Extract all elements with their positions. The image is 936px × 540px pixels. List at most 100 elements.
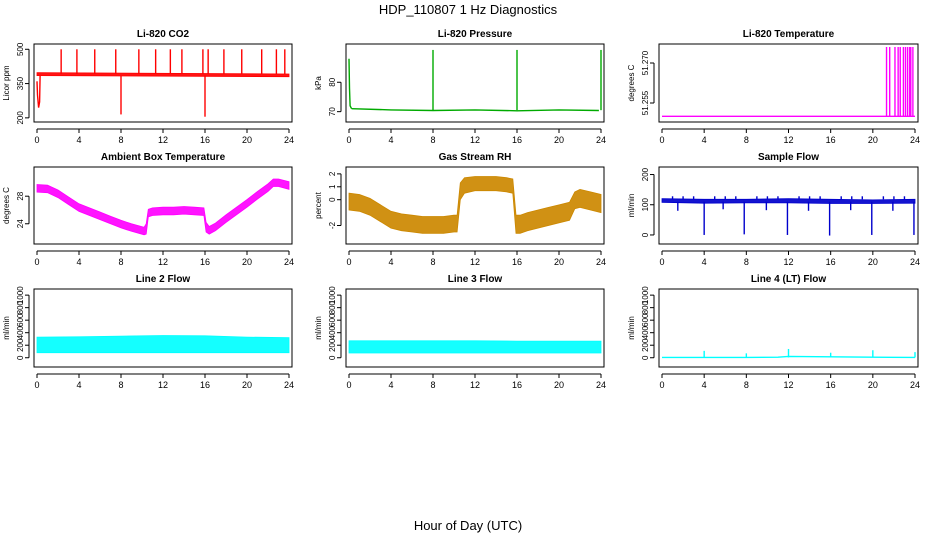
data-layer [36,49,290,117]
x-tick-label: 12 [783,380,793,390]
y-tick-label: 51.270 [641,50,650,75]
series-line-baseline [351,108,599,112]
x-tick-label: 0 [34,257,39,267]
x-axis-title: Hour of Day (UTC) [413,518,523,533]
x-tick-label: 0 [346,380,351,390]
x-tick-label: 12 [470,380,480,390]
plot-frame [33,288,293,368]
y-axis-label: degrees C [2,187,11,224]
data-layer [662,47,915,117]
panel-title: Line 4 (LT) Flow [751,274,827,285]
x-tick-label: 20 [242,135,252,145]
x-tick-label: 24 [596,380,606,390]
series-band-flow [661,198,916,204]
x-tick-label: 0 [346,135,351,145]
y-axis-label: degrees C [627,64,636,101]
plot-frame [33,43,293,123]
x-tick-label: 4 [76,380,81,390]
x-tick-label: 16 [512,135,522,145]
y-axis-label: ml/min [314,316,323,340]
x-tick-label: 12 [470,135,480,145]
x-tick-label: 8 [744,257,749,267]
x-tick-label: 8 [118,380,123,390]
panel-title: Li-820 Pressure [438,29,513,40]
panel-title: Li-820 Temperature [743,29,835,40]
plot-frame [658,288,919,368]
y-tick-label: 0 [641,355,650,360]
x-tick-label: 16 [200,135,210,145]
y-tick-label: 800 [16,300,25,314]
y-tick-label: 24 [16,219,25,228]
data-layer [36,335,290,354]
y-tick-label: 400 [328,325,337,339]
x-tick-label: 24 [284,380,294,390]
x-tick-label: 16 [200,380,210,390]
data-layer [348,49,602,112]
y-tick-label: 70 [328,107,337,116]
plot-frame [658,43,919,123]
y-tick-label: 2 [328,171,337,176]
plot-frame [658,166,919,245]
x-tick-label: 12 [470,257,480,267]
x-tick-label: 0 [34,380,39,390]
y-tick-label: 400 [16,325,25,339]
x-tick-label: 12 [783,257,793,267]
x-tick-label: 20 [554,257,564,267]
y-tick-label: 400 [641,325,650,339]
y-axis-label: ml/min [627,316,636,340]
x-tick-label: 20 [868,380,878,390]
y-tick-label: 80 [328,77,337,86]
x-tick-label: 16 [200,257,210,267]
x-tick-label: 24 [910,257,920,267]
x-tick-label: 16 [512,257,522,267]
x-tick-label: 12 [158,257,168,267]
y-tick-label: 0 [641,232,650,237]
x-tick-label: 4 [702,380,707,390]
plot-frame [345,43,605,123]
x-tick-label: 16 [826,135,836,145]
x-tick-label: 4 [702,257,707,267]
x-tick-label: 8 [744,380,749,390]
y-tick-label: 1000 [16,286,25,304]
chart-panel-4: Ambient Box Temperature 0 4 8 12 16 20 24 24 28 de… [2,152,294,267]
y-tick-label: 200 [641,338,650,352]
y-tick-label: 800 [641,300,650,314]
y-tick-label: 51.255 [641,90,650,115]
y-tick-label: 500 [16,42,25,56]
y-tick-label: 100 [641,198,650,212]
x-tick-label: 8 [118,135,123,145]
x-tick-label: 8 [430,257,435,267]
y-axis-label: Licor ppm [2,65,11,100]
x-tick-label: 24 [596,257,606,267]
x-tick-label: 0 [34,135,39,145]
x-tick-label: 0 [659,380,664,390]
x-tick-label: 24 [596,135,606,145]
y-tick-label: 0 [328,197,337,202]
x-tick-label: 20 [554,135,564,145]
plot-frame [345,166,605,245]
series-band-flow [36,335,290,354]
x-tick-label: 8 [430,135,435,145]
y-tick-label: 200 [16,338,25,352]
x-tick-label: 12 [783,135,793,145]
x-tick-label: 12 [158,380,168,390]
x-tick-label: 16 [512,380,522,390]
x-tick-label: 4 [76,257,81,267]
x-tick-label: 20 [242,380,252,390]
x-tick-label: 24 [910,380,920,390]
chart-panel-6: Sample Flow 0 4 8 12 16 20 24 0 100 200 ml/min [627,152,920,267]
x-tick-label: 20 [868,257,878,267]
series-line-start [348,58,353,110]
x-tick-label: 0 [346,257,351,267]
x-tick-label: 20 [554,380,564,390]
data-layer [348,176,602,234]
y-axis-label: ml/min [2,316,11,340]
x-tick-label: 24 [284,135,294,145]
y-axis-label: kPa [314,76,323,90]
x-tick-label: 8 [118,257,123,267]
x-tick-label: 24 [284,257,294,267]
